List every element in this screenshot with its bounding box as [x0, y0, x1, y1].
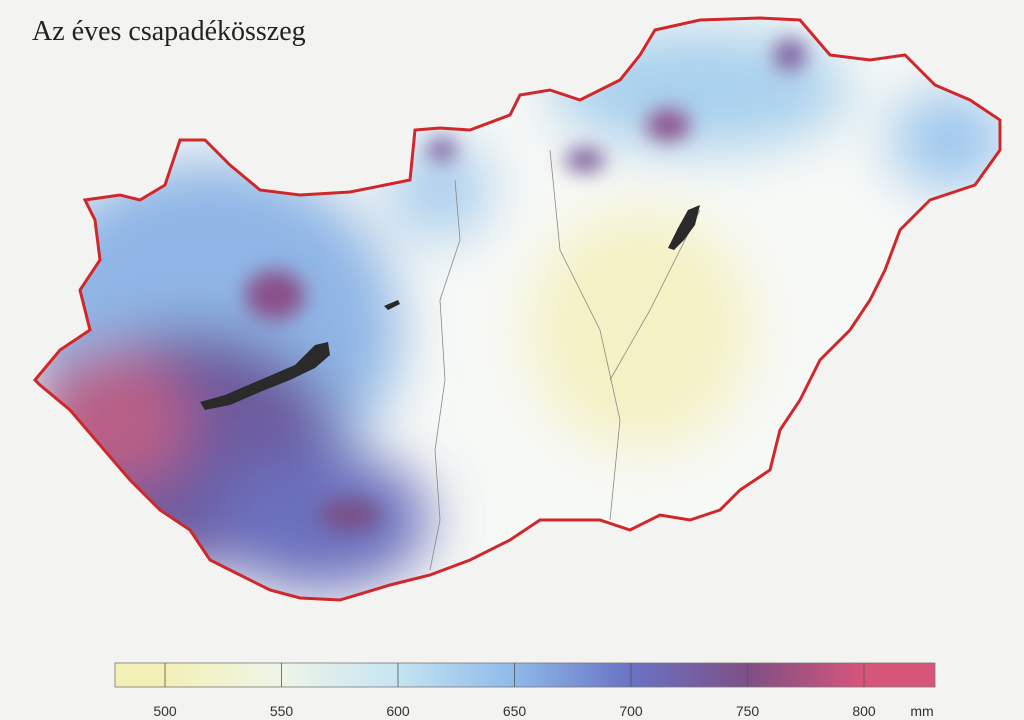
legend-tick-label: 550 — [270, 703, 294, 719]
legend-tick-label: 800 — [852, 703, 876, 719]
legend-tick-label: 650 — [503, 703, 527, 719]
legend-tick-label: 700 — [619, 703, 643, 719]
legend-tick-label: 600 — [386, 703, 410, 719]
country-border — [32, 16, 1002, 602]
legend: 500 550 600 650 700 750 800 mm — [114, 662, 936, 719]
legend-unit: mm — [910, 703, 933, 719]
lake-tisza — [668, 205, 700, 250]
precipitation-field — [35, 30, 1000, 590]
lake-velence — [384, 300, 400, 310]
legend-tick-label: 500 — [153, 703, 177, 719]
rivers — [429, 149, 701, 571]
lake-balaton — [200, 342, 330, 410]
legend-bar — [114, 662, 936, 688]
map-title: Az éves csapadékösszeg — [32, 16, 306, 47]
legend-tick-label: 750 — [736, 703, 760, 719]
